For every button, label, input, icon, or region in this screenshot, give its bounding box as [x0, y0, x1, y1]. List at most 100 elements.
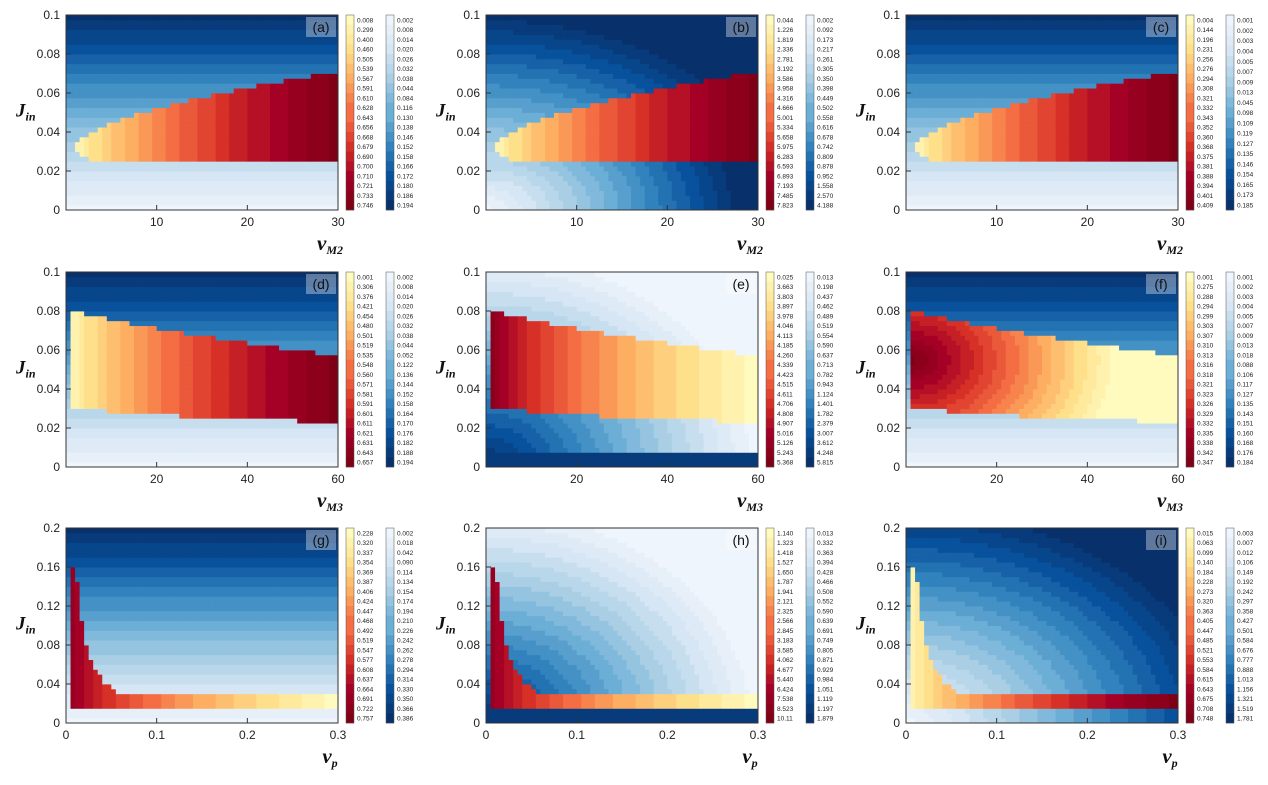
heatmap-cell	[544, 151, 550, 157]
heatmap-cell	[279, 83, 284, 89]
heatmap-cell	[161, 166, 167, 172]
heatmap-cell	[644, 180, 650, 187]
heatmap-cell	[658, 175, 664, 182]
heatmap-cell	[188, 205, 194, 211]
heatmap-cell	[712, 29, 718, 35]
heatmap-cell	[540, 146, 546, 152]
heatmap-cell	[576, 88, 582, 94]
heatmap-cell	[594, 24, 600, 31]
heatmap-cell	[744, 58, 750, 65]
heatmap-cell	[717, 161, 723, 167]
heatmap-cell	[753, 107, 759, 113]
heatmap-cell	[667, 107, 673, 113]
heatmap-cell	[558, 24, 564, 31]
heatmap-cell	[690, 19, 695, 26]
heatmap-cell	[174, 185, 180, 191]
heatmap-cell	[211, 49, 216, 55]
heatmap-cell	[526, 88, 532, 94]
heatmap-cell	[138, 102, 144, 109]
heatmap-cell	[179, 24, 185, 31]
heatmap-cell	[721, 34, 727, 40]
heatmap-cell	[748, 141, 754, 148]
heatmap-cell	[753, 205, 759, 211]
heatmap-cell	[260, 107, 266, 113]
heatmap-cell	[708, 102, 714, 109]
heatmap-cell	[495, 151, 500, 157]
heatmap-cell	[590, 200, 596, 206]
heatmap-cell	[292, 15, 298, 21]
heatmap-cell	[612, 195, 618, 201]
heatmap-cell	[690, 122, 695, 128]
heatmap-cell	[676, 136, 682, 143]
heatmap-cell	[730, 200, 736, 206]
heatmap-cell	[554, 127, 559, 133]
heatmap-cell	[522, 34, 528, 40]
heatmap-cell	[599, 132, 605, 138]
heatmap-cell	[567, 166, 573, 172]
colorbar-label: 2.336	[777, 47, 794, 54]
heatmap-cell	[165, 205, 171, 211]
heatmap-cell	[229, 156, 235, 162]
heatmap-cell	[93, 34, 99, 40]
y-axis-label: Jin	[435, 101, 456, 124]
heatmap-cell	[517, 34, 523, 40]
colorbar-frame	[765, 14, 775, 211]
heatmap-cell	[549, 29, 555, 35]
heatmap-cell	[143, 44, 148, 50]
heatmap-cell	[183, 73, 189, 79]
y-tick-label: 0.04	[457, 125, 481, 139]
heatmap-cell	[608, 161, 614, 167]
heatmap-cell	[274, 54, 280, 60]
heatmap-cell	[306, 97, 312, 104]
heatmap-cell	[690, 200, 695, 206]
heatmap-cell	[576, 161, 582, 167]
heatmap-cell	[134, 112, 139, 118]
heatmap-cell	[260, 102, 266, 109]
heatmap-cell	[653, 44, 659, 50]
heatmap-cell	[75, 200, 80, 206]
heatmap-cell	[558, 78, 564, 84]
heatmap-cell	[251, 205, 257, 211]
heatmap-cell	[75, 68, 80, 74]
heatmap-cell	[671, 171, 677, 177]
heatmap-cell	[224, 180, 230, 187]
heatmap-cell	[202, 205, 207, 211]
heatmap-cell	[79, 200, 85, 206]
heatmap-cell	[667, 102, 673, 109]
heatmap-cell	[301, 24, 307, 31]
heatmap-cell	[283, 15, 289, 21]
heatmap-cell	[662, 132, 668, 138]
heatmap-cell	[603, 29, 609, 35]
heatmap-cell	[288, 49, 294, 55]
heatmap-cell	[608, 58, 614, 65]
heatmap-cell	[712, 166, 718, 172]
heatmap-cell	[585, 136, 591, 143]
heatmap-cell	[748, 102, 754, 109]
heatmap-cell	[508, 146, 514, 152]
heatmap-cell	[147, 205, 153, 211]
heatmap-cell	[717, 15, 723, 21]
heatmap-cell	[517, 195, 523, 201]
heatmap-cell	[676, 24, 682, 31]
heatmap-cell	[134, 58, 139, 65]
heatmap-cell	[735, 29, 741, 35]
heatmap-cell	[753, 15, 759, 21]
heatmap-cell	[192, 151, 198, 157]
heatmap-cell	[310, 185, 316, 191]
heatmap-cell	[315, 24, 321, 31]
heatmap-cell	[197, 200, 203, 206]
heatmap-cell	[694, 19, 700, 26]
heatmap-cell	[563, 205, 568, 211]
heatmap-cell	[310, 97, 316, 104]
heatmap-cell	[188, 73, 194, 79]
heatmap-cell	[594, 205, 600, 211]
heatmap-cell	[310, 44, 316, 50]
heatmap-cell	[576, 58, 582, 65]
colorbar-label: 0.002	[817, 17, 834, 24]
heatmap-cell	[297, 156, 303, 162]
heatmap-cell	[134, 136, 139, 143]
heatmap-cell	[120, 195, 126, 201]
heatmap-cell	[161, 107, 167, 113]
heatmap-cell	[635, 29, 641, 35]
heatmap-cell	[617, 88, 623, 94]
